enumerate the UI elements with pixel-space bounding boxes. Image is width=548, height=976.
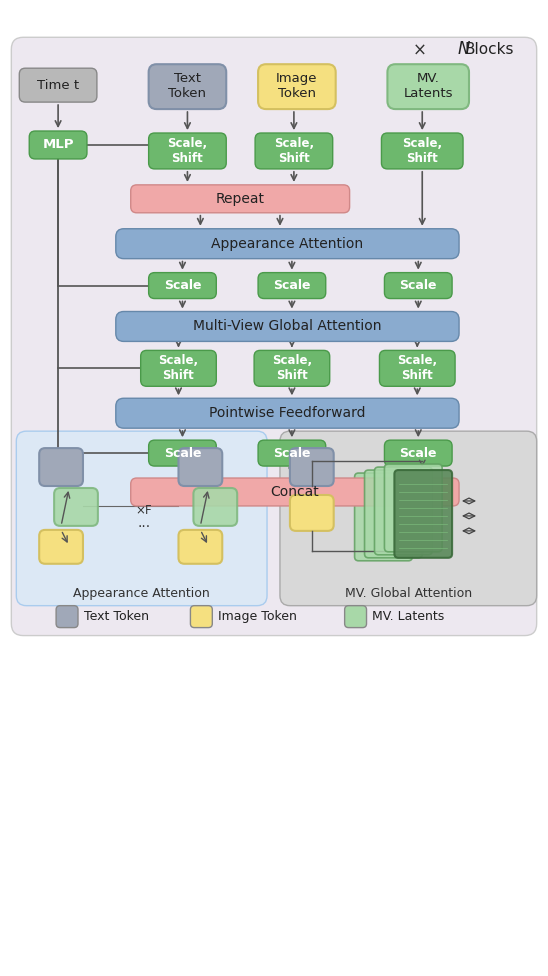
FancyBboxPatch shape	[374, 468, 432, 554]
FancyBboxPatch shape	[179, 448, 222, 486]
FancyBboxPatch shape	[16, 431, 267, 606]
FancyBboxPatch shape	[395, 470, 452, 558]
FancyBboxPatch shape	[190, 606, 212, 628]
Text: Scale: Scale	[164, 279, 201, 292]
Text: Concat: Concat	[271, 485, 319, 499]
FancyBboxPatch shape	[149, 133, 226, 169]
Text: Scale,
Shift: Scale, Shift	[272, 354, 312, 383]
Text: Scale: Scale	[273, 279, 311, 292]
Text: Scale: Scale	[164, 447, 201, 460]
Text: $\times$F: $\times$F	[135, 505, 152, 517]
FancyBboxPatch shape	[255, 133, 333, 169]
FancyBboxPatch shape	[385, 464, 442, 551]
FancyBboxPatch shape	[193, 488, 237, 526]
FancyBboxPatch shape	[39, 530, 83, 564]
FancyBboxPatch shape	[290, 448, 334, 486]
Text: Scale: Scale	[273, 447, 311, 460]
Text: Appearance Attention: Appearance Attention	[211, 237, 363, 251]
FancyBboxPatch shape	[149, 64, 226, 109]
Text: Image
Token: Image Token	[276, 72, 318, 101]
FancyBboxPatch shape	[149, 272, 216, 299]
Text: Scale,
Shift: Scale, Shift	[397, 354, 437, 383]
FancyBboxPatch shape	[179, 530, 222, 564]
Text: Repeat: Repeat	[216, 192, 265, 206]
Text: Image Token: Image Token	[218, 610, 297, 623]
Text: Scale,
Shift: Scale, Shift	[402, 137, 442, 165]
Text: Time t: Time t	[37, 79, 79, 92]
Text: Pointwise Feedforward: Pointwise Feedforward	[209, 406, 365, 421]
FancyBboxPatch shape	[141, 350, 216, 386]
Text: MV. Global Attention: MV. Global Attention	[345, 588, 472, 600]
FancyBboxPatch shape	[116, 228, 459, 259]
FancyBboxPatch shape	[345, 606, 367, 628]
FancyBboxPatch shape	[39, 448, 83, 486]
FancyBboxPatch shape	[29, 131, 87, 159]
Text: Text
Token: Text Token	[168, 72, 207, 101]
FancyBboxPatch shape	[258, 272, 326, 299]
FancyBboxPatch shape	[19, 68, 97, 102]
FancyBboxPatch shape	[290, 495, 334, 531]
FancyBboxPatch shape	[258, 440, 326, 467]
FancyBboxPatch shape	[280, 431, 536, 606]
FancyBboxPatch shape	[385, 272, 452, 299]
FancyBboxPatch shape	[387, 64, 469, 109]
Text: Scale,
Shift: Scale, Shift	[274, 137, 314, 165]
Text: Text Token: Text Token	[84, 610, 149, 623]
Text: Scale,
Shift: Scale, Shift	[158, 354, 198, 383]
FancyBboxPatch shape	[254, 350, 330, 386]
Text: MV.
Latents: MV. Latents	[403, 72, 453, 101]
Text: $\times$: $\times$	[413, 40, 426, 59]
FancyBboxPatch shape	[12, 37, 536, 635]
FancyBboxPatch shape	[364, 470, 423, 558]
Text: Scale: Scale	[399, 279, 437, 292]
FancyBboxPatch shape	[379, 350, 455, 386]
Text: ...: ...	[137, 516, 150, 530]
FancyBboxPatch shape	[149, 440, 216, 467]
Text: Blocks: Blocks	[464, 42, 513, 57]
FancyBboxPatch shape	[385, 440, 452, 467]
Text: Appearance Attention: Appearance Attention	[73, 588, 210, 600]
Text: MLP: MLP	[42, 139, 74, 151]
FancyBboxPatch shape	[56, 606, 78, 628]
FancyBboxPatch shape	[131, 184, 350, 213]
FancyBboxPatch shape	[381, 133, 463, 169]
FancyBboxPatch shape	[131, 478, 459, 506]
FancyBboxPatch shape	[116, 311, 459, 342]
Text: Multi-View Global Attention: Multi-View Global Attention	[193, 319, 381, 334]
Text: Scale,
Shift: Scale, Shift	[167, 137, 208, 165]
FancyBboxPatch shape	[355, 473, 412, 561]
Text: $N$: $N$	[457, 40, 471, 59]
FancyBboxPatch shape	[54, 488, 98, 526]
Text: Scale: Scale	[399, 447, 437, 460]
Text: MV. Latents: MV. Latents	[373, 610, 445, 623]
FancyBboxPatch shape	[258, 64, 336, 109]
FancyBboxPatch shape	[116, 398, 459, 428]
